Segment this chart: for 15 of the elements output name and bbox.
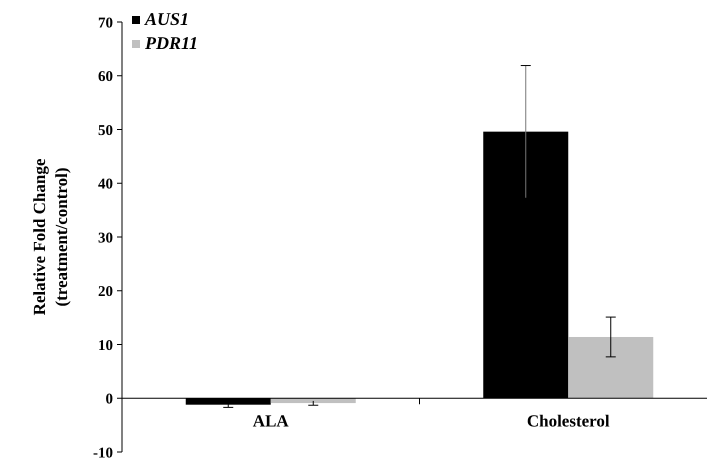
y-tick-label: 70 xyxy=(98,15,113,32)
x-tick-label: Cholesterol xyxy=(526,411,610,430)
y-tick-label: 50 xyxy=(98,122,113,139)
bar xyxy=(568,336,654,398)
y-tick-label: 10 xyxy=(98,338,113,354)
x-tick-label: ALA xyxy=(252,411,290,430)
y-tick-label: 0 xyxy=(106,392,113,408)
y-tick-label: 60 xyxy=(98,69,113,85)
legend-label: PDR11 xyxy=(144,33,198,53)
legend-label: AUS1 xyxy=(144,9,190,29)
y-tick-label: -10 xyxy=(93,445,113,461)
y-axis-title: Relative Fold Change (treatment/control) xyxy=(30,158,71,316)
y-tick-label: 30 xyxy=(98,230,113,246)
y-tick-label: 40 xyxy=(98,176,113,192)
y-tick-label: 20 xyxy=(98,284,113,300)
